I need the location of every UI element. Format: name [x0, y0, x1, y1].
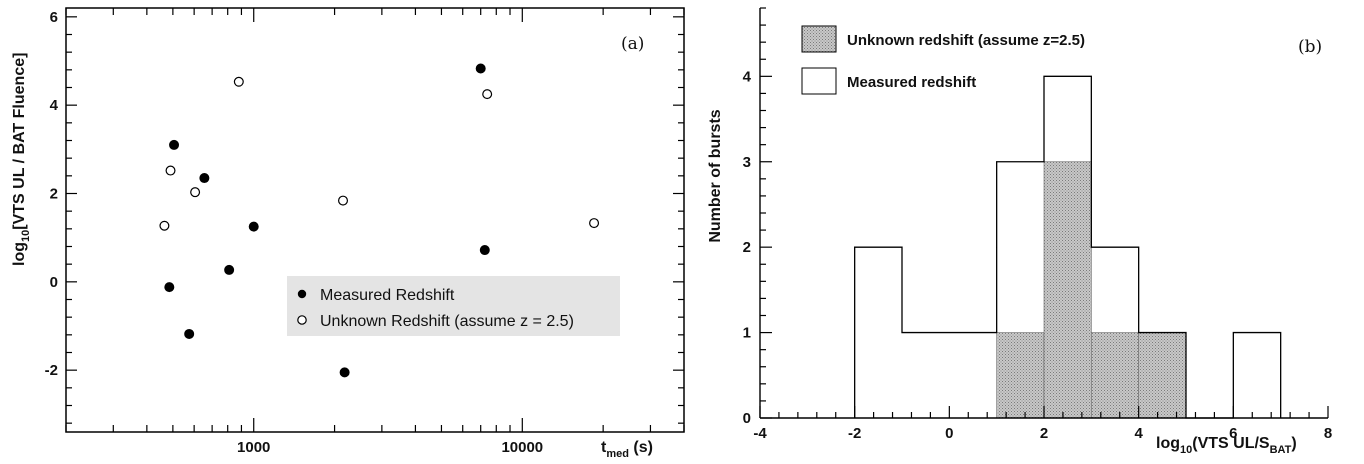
measured-redshift-point — [224, 264, 235, 275]
panel-a-label: (a) — [621, 34, 644, 54]
unknown-redshift-bar — [996, 332, 1045, 419]
panel-b-legend-swatch-measured — [801, 67, 837, 95]
x-tick-label: 1000 — [237, 439, 270, 456]
panel-a-legend-label-measured: Measured Redshift — [320, 287, 455, 304]
y-tick-label: 4 — [743, 68, 752, 85]
unknown-redshift-point — [190, 187, 201, 198]
measured-redshift-point — [169, 139, 180, 150]
x-tick-label: 2 — [1040, 425, 1048, 442]
panel-b-y-axis-title: Number of bursts — [707, 109, 724, 242]
panel-b-histogram: 0 1 2 3 4 -4 -2 0 2 4 6 8 Unknown redshift (assume… — [707, 7, 1332, 456]
panel-a-ticks — [65, 8, 685, 432]
panel-b-legend: Unknown redshift (assume z=2.5) Measured… — [801, 25, 1085, 95]
panel-a-x-tick-labels: 1000 10000 — [237, 439, 543, 456]
unknown-redshift-point — [159, 220, 170, 231]
panel-b-x-axis-title: log10(VTS UL/SBAT) — [1156, 435, 1297, 456]
panel-a-legend: Measured Redshift Unknown Redshift (assu… — [287, 276, 620, 336]
measured-redshift-point — [164, 282, 175, 293]
panel-b-axes — [759, 7, 1329, 419]
panel-b-y-tick-labels: 0 1 2 3 4 — [743, 68, 752, 427]
x-tick-label: 4 — [1134, 425, 1143, 442]
measured-redshift-point — [475, 63, 486, 74]
panel-a-legend-box — [287, 276, 620, 336]
y-tick-label: 4 — [50, 97, 59, 114]
panel-b-label: (b) — [1298, 37, 1322, 57]
x-tick-label: 0 — [945, 425, 953, 442]
y-tick-label: 6 — [50, 9, 58, 26]
panel-a-y-tick-labels: -2 0 2 4 6 — [45, 9, 59, 379]
unknown-redshift-point — [338, 195, 349, 206]
unknown-redshift-bar — [1091, 332, 1139, 419]
measured-redshift-point — [248, 221, 259, 232]
unknown-redshift-point — [589, 218, 600, 229]
panel-b-legend-label-measured: Measured redshift — [847, 74, 976, 91]
panel-a-points — [159, 63, 600, 378]
y-tick-label: 0 — [50, 274, 58, 291]
panel-a-y-axis-title: log10[VTS UL / BAT Fluence] — [11, 53, 32, 266]
measured-redshift-point — [184, 328, 195, 339]
unknown-redshift-bar — [1043, 161, 1092, 419]
unknown-redshift-point — [482, 89, 493, 100]
measured-redshift-point — [199, 173, 210, 184]
y-tick-label: 1 — [743, 325, 751, 342]
panel-a-legend-marker-unknown — [297, 315, 307, 325]
y-tick-label: 2 — [743, 239, 751, 256]
y-tick-label: 3 — [743, 154, 751, 171]
unknown-redshift-bar — [1138, 332, 1187, 419]
measured-redshift-point — [479, 245, 490, 256]
panel-b-shaded-bars — [996, 161, 1187, 419]
y-tick-label: 0 — [743, 410, 751, 427]
unknown-redshift-point — [233, 76, 244, 87]
panel-a-legend-marker-measured — [297, 289, 307, 299]
measured-redshift-point — [339, 367, 350, 378]
panel-a-legend-label-unknown: Unknown Redshift (assume z = 2.5) — [320, 313, 574, 330]
y-tick-label: 2 — [50, 186, 58, 203]
panel-b-x-tick-labels: -4 -2 0 2 4 6 8 — [753, 425, 1332, 442]
x-tick-label: 8 — [1324, 425, 1332, 442]
panel-a-x-axis-title: tmed (s) — [601, 439, 653, 460]
panel-b-legend-swatch-unknown — [801, 25, 837, 53]
panel-a-scatter: -2 0 2 4 6 1000 10000 Measured Redshift Unkno… — [11, 7, 685, 460]
panel-b-legend-label-unknown: Unknown redshift (assume z=2.5) — [847, 32, 1085, 49]
y-tick-label: -2 — [45, 362, 58, 379]
x-tick-label: 10000 — [501, 439, 543, 456]
panel-a-frame — [65, 7, 685, 433]
x-tick-label: -4 — [753, 425, 767, 442]
unknown-redshift-point — [165, 165, 176, 176]
x-tick-label: -2 — [848, 425, 861, 442]
x-tick-label: 6 — [1229, 425, 1237, 442]
